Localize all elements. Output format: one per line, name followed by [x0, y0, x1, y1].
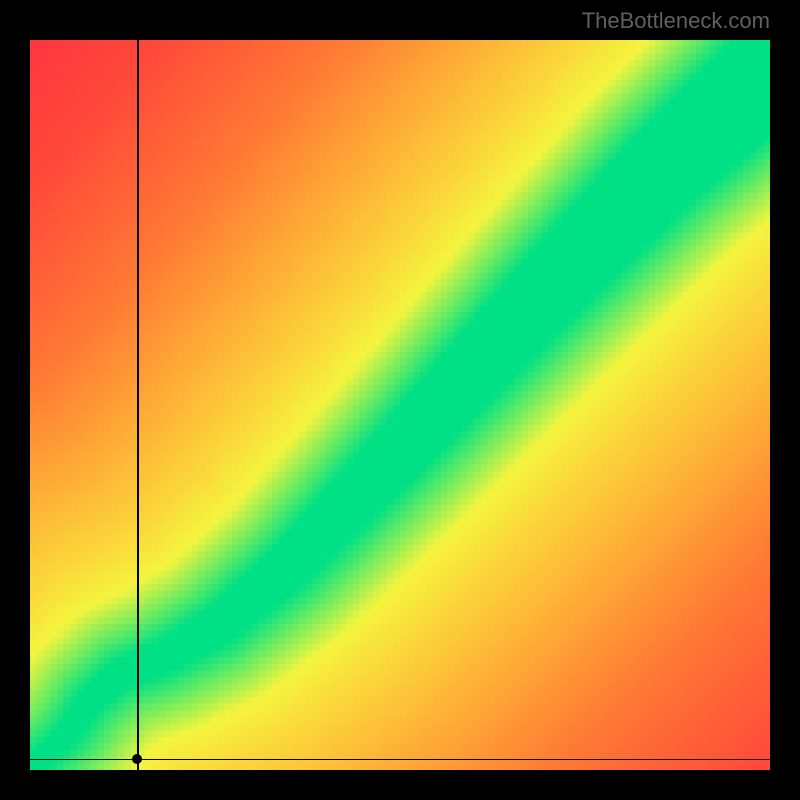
- crosshair-marker: [132, 754, 142, 764]
- crosshair-vertical: [137, 40, 138, 770]
- heatmap-plot: [30, 40, 770, 770]
- attribution-text: TheBottleneck.com: [582, 8, 770, 34]
- heatmap-canvas: [30, 40, 770, 770]
